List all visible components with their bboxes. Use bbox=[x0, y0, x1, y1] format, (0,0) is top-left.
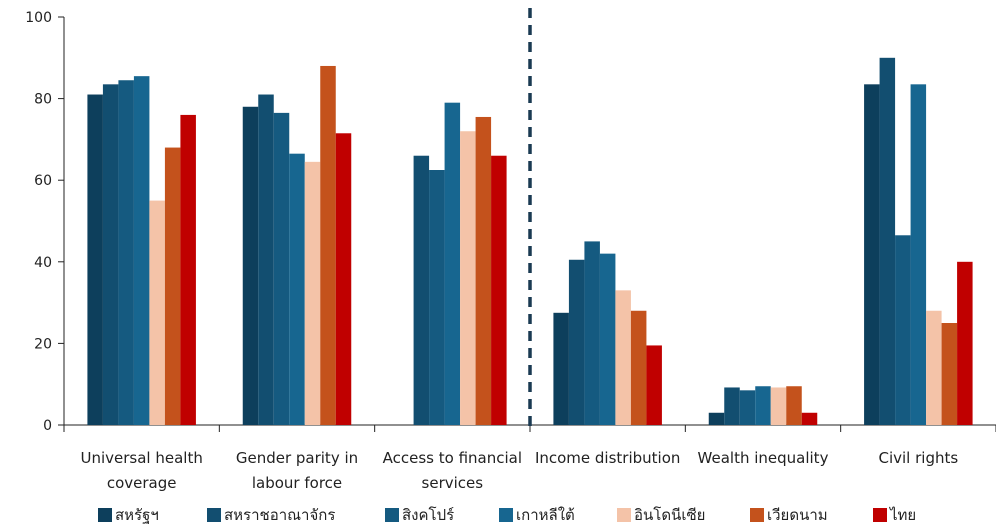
legend-label: อินโดนีเซีย bbox=[634, 506, 705, 524]
bar bbox=[630, 310, 647, 425]
bar bbox=[801, 412, 818, 425]
bar bbox=[87, 94, 103, 426]
bar bbox=[568, 259, 585, 425]
bar bbox=[910, 84, 927, 425]
bar bbox=[584, 241, 600, 425]
bar bbox=[895, 235, 911, 425]
bar bbox=[755, 386, 771, 425]
bar bbox=[553, 312, 569, 425]
y-tick-label: 40 bbox=[34, 255, 52, 271]
category-label: Wealth inequality bbox=[698, 449, 829, 467]
bar bbox=[102, 84, 119, 425]
legend-label: เวียดนาม bbox=[767, 506, 828, 524]
bar bbox=[646, 345, 662, 425]
legend-swatch bbox=[98, 508, 112, 522]
bar bbox=[444, 102, 461, 426]
bar bbox=[164, 147, 181, 425]
bar bbox=[289, 153, 305, 425]
bar bbox=[941, 323, 958, 425]
legend-label: ไทย bbox=[889, 506, 916, 524]
bar bbox=[879, 57, 896, 426]
bar bbox=[304, 161, 321, 425]
legend-swatch bbox=[617, 508, 631, 522]
bar bbox=[149, 200, 165, 425]
category-label: Income distribution bbox=[535, 449, 680, 467]
category-label: services bbox=[422, 474, 484, 492]
y-tick-label: 100 bbox=[25, 10, 52, 26]
legend-swatch bbox=[873, 508, 887, 522]
bar bbox=[739, 390, 756, 425]
bar bbox=[957, 261, 973, 425]
bar bbox=[180, 114, 196, 426]
bar bbox=[320, 65, 336, 426]
legend-swatch bbox=[750, 508, 764, 522]
bar bbox=[335, 133, 352, 425]
bar bbox=[413, 155, 430, 425]
category-label: Civil rights bbox=[878, 449, 958, 467]
bar bbox=[724, 387, 740, 425]
bar bbox=[460, 131, 476, 426]
y-tick-label: 20 bbox=[34, 336, 52, 352]
bar bbox=[615, 290, 631, 425]
legend-label: สหรัฐฯ bbox=[115, 506, 159, 524]
bar bbox=[926, 310, 942, 425]
legend-label: สิงคโปร์ bbox=[402, 506, 454, 524]
bar bbox=[133, 76, 150, 425]
bar bbox=[770, 387, 787, 425]
bar bbox=[786, 386, 802, 425]
bar bbox=[242, 106, 259, 425]
legend-swatch bbox=[207, 508, 221, 522]
bar bbox=[475, 116, 492, 426]
legend-swatch bbox=[385, 508, 399, 522]
bar bbox=[599, 253, 616, 425]
bar bbox=[273, 112, 290, 425]
legend-label: สหราชอาณาจักร bbox=[224, 506, 335, 524]
category-label: coverage bbox=[107, 474, 177, 492]
bar bbox=[258, 94, 274, 426]
category-label: Access to financial bbox=[383, 449, 522, 467]
y-tick-label: 80 bbox=[34, 92, 52, 108]
y-tick-label: 60 bbox=[34, 173, 52, 189]
category-label: labour force bbox=[252, 474, 342, 492]
category-label: Universal health bbox=[80, 449, 202, 467]
bar bbox=[708, 412, 725, 425]
bar bbox=[864, 84, 880, 425]
legend-label: เกาหลีใต้ bbox=[516, 506, 575, 524]
bar bbox=[491, 155, 507, 425]
bar bbox=[429, 170, 445, 425]
legend-swatch bbox=[499, 508, 513, 522]
category-label: Gender parity in bbox=[236, 449, 358, 467]
y-tick-label: 0 bbox=[43, 418, 52, 434]
bar bbox=[118, 80, 134, 426]
